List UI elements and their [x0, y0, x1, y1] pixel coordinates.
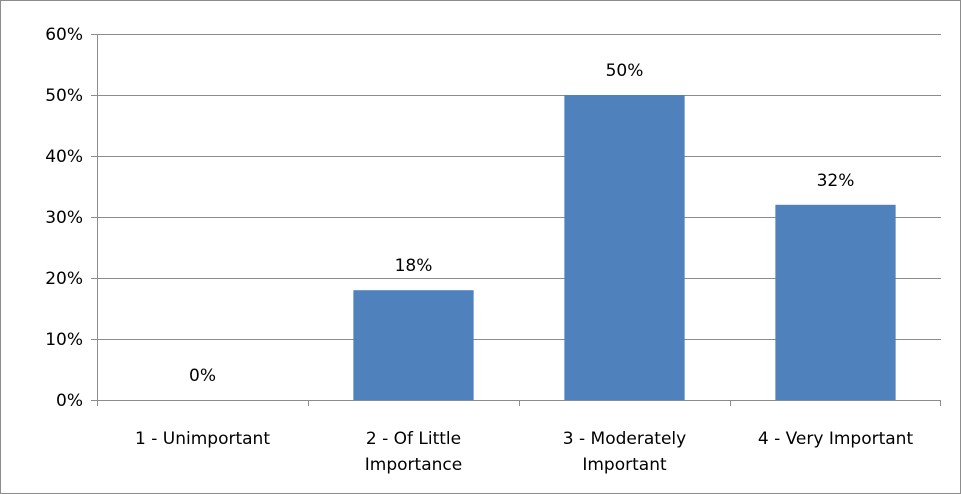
y-tick-label: 10% — [45, 330, 83, 350]
data-labels: 0% 18% 50% 32% — [189, 61, 854, 386]
x-tick-label: 1 - Unimportant — [135, 429, 270, 449]
data-label: 0% — [189, 366, 216, 386]
x-tick-label: 3 - Moderately — [563, 429, 686, 449]
y-tick-label: 20% — [45, 269, 83, 289]
x-tick-label: 4 - Very Important — [758, 429, 914, 449]
x-tick-label: 2 - Of Little — [366, 429, 461, 449]
bar — [564, 95, 685, 400]
y-tick-label: 50% — [45, 86, 83, 106]
data-label: 32% — [817, 171, 855, 191]
y-tick-label: 30% — [45, 208, 83, 228]
x-tick-labels: 1 - Unimportant 2 - Of Little Importance 3 … — [135, 429, 913, 475]
x-tick-label: Importance — [365, 455, 462, 475]
bar — [775, 204, 896, 400]
y-tick-labels: 0% 10% 20% 30% 40% 50% 60% — [45, 25, 83, 411]
y-tick-label: 40% — [45, 147, 83, 167]
data-label: 50% — [606, 61, 644, 81]
bar — [353, 290, 474, 400]
y-tick-label: 60% — [45, 25, 83, 45]
x-tick-label: Important — [582, 455, 667, 475]
y-tick-label: 0% — [56, 391, 83, 411]
bars — [353, 95, 896, 400]
data-label: 18% — [395, 256, 433, 276]
axes — [97, 34, 941, 406]
